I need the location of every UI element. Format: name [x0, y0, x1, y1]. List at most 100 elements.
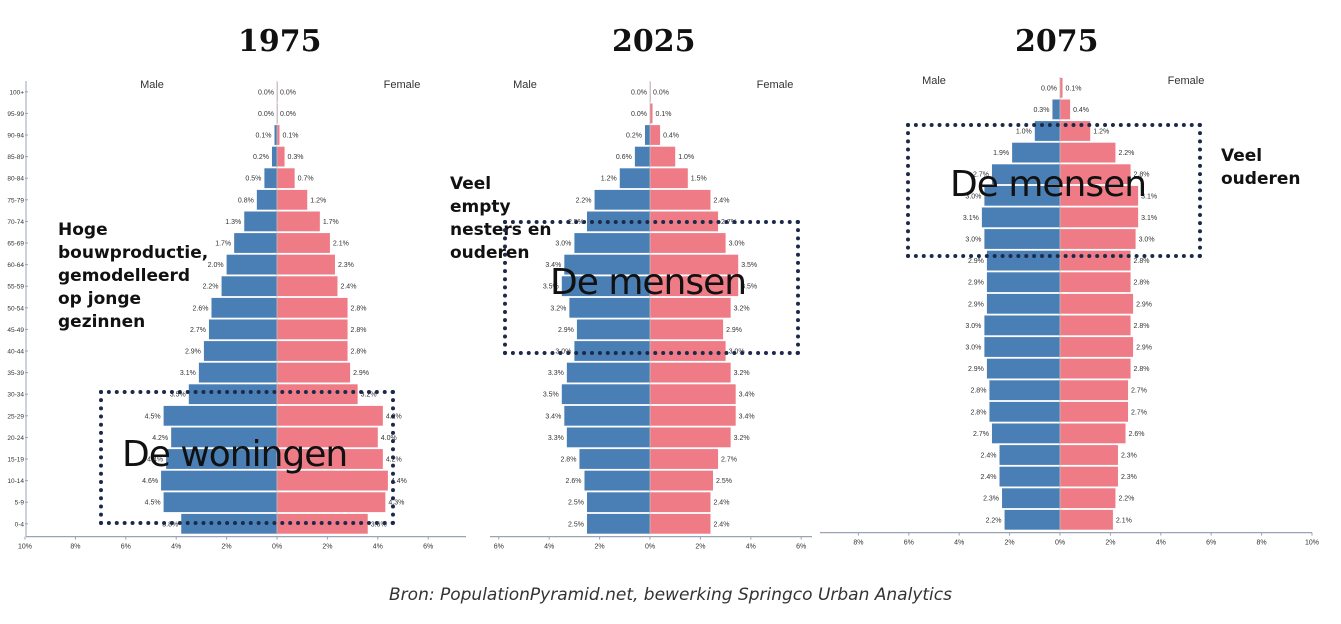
female-value-label: 3.0% [729, 241, 745, 248]
male-value-label: 2.5% [568, 521, 584, 528]
female-value-label: 2.4% [340, 284, 356, 291]
female-value-label: 2.2% [1118, 496, 1134, 503]
male-value-label: 0.0% [258, 89, 274, 96]
female-bar [277, 146, 285, 167]
male-value-label: 0.3% [1033, 107, 1049, 114]
male-value-label: 2.0% [208, 262, 224, 269]
male-label: Male [140, 79, 164, 91]
male-value-label: 3.0% [555, 241, 571, 248]
female-value-label: 2.8% [351, 349, 367, 356]
male-value-label: 2.6% [193, 305, 209, 312]
female-value-label: 2.2% [1118, 150, 1134, 157]
female-bar [650, 362, 731, 383]
annotation-line: Veel [450, 174, 492, 194]
female-bar [277, 492, 386, 513]
box-label-de-mensen-2075: De mensen [950, 164, 1147, 205]
male-value-label: 3.5% [543, 392, 559, 399]
x-tick-label: 2% [595, 544, 605, 551]
female-value-label: 2.1% [1116, 517, 1132, 524]
female-value-label: 3.0% [1139, 237, 1155, 244]
female-value-label: 2.3% [1121, 474, 1137, 481]
female-bar [650, 125, 661, 145]
female-value-label: 1.0% [678, 154, 694, 161]
female-value-label: 3.2% [734, 435, 750, 442]
female-value-label: 2.8% [351, 305, 367, 312]
female-value-label: 1.5% [691, 176, 707, 183]
female-value-label: 0.0% [280, 89, 296, 96]
male-bar [256, 189, 277, 210]
x-tick-label: 2% [322, 544, 332, 551]
female-bar [1060, 509, 1113, 530]
female-value-label: 2.4% [713, 521, 729, 528]
male-value-label: 2.4% [981, 474, 997, 481]
male-bar [211, 297, 277, 318]
female-bar [277, 297, 348, 318]
female-label: Female [384, 79, 421, 91]
male-value-label: 2.3% [983, 496, 999, 503]
x-tick-label: 6% [904, 540, 914, 547]
male-value-label: 3.3% [548, 370, 564, 377]
male-value-label: 3.1% [180, 370, 196, 377]
source-caption: Bron: PopulationPyramid.net, bewerking S… [389, 585, 952, 605]
male-value-label: 3.5% [543, 284, 559, 291]
female-value-label: 1.2% [1093, 129, 1109, 136]
female-bar [1060, 488, 1116, 509]
female-value-label: 0.1% [283, 133, 299, 140]
age-group-label: 65-69 [7, 241, 24, 248]
female-value-label: 3.2% [734, 305, 750, 312]
x-tick-label: 6% [494, 544, 504, 551]
male-value-label: 2.2% [986, 517, 1002, 524]
female-value-label: 2.4% [713, 500, 729, 507]
male-value-label: 3.1% [963, 215, 979, 222]
age-group-label: 100+ [9, 89, 24, 96]
male-bar [221, 276, 277, 297]
male-bar [566, 427, 650, 448]
male-value-label: 0.5% [245, 176, 261, 183]
male-value-label: 0.0% [258, 111, 274, 118]
female-value-label: 0.1% [656, 111, 672, 118]
female-value-label: 2.8% [351, 327, 367, 334]
male-bar [274, 125, 277, 145]
male-bar [198, 362, 277, 383]
annotation-line: gemodelleerd [58, 266, 191, 286]
female-bar [1060, 445, 1118, 465]
male-bar [574, 233, 650, 253]
female-value-label: 0.0% [280, 111, 296, 118]
female-bar [1060, 142, 1116, 163]
highlight-box-2075 [906, 123, 1202, 258]
annotation-veel-ouderen: Veel ouderen [1221, 145, 1301, 191]
female-bar [650, 427, 731, 448]
female-value-label: 1.7% [323, 219, 339, 226]
male-bar [561, 384, 650, 405]
male-value-label: 2.8% [970, 388, 986, 395]
male-value-label: 2.9% [968, 366, 984, 373]
x-tick-label: 6% [1206, 540, 1216, 547]
female-bar [650, 189, 711, 210]
female-bar [650, 405, 736, 426]
female-bar [277, 125, 280, 145]
female-bar [1060, 164, 1131, 185]
female-bar [1060, 272, 1131, 293]
female-bar [650, 513, 711, 534]
female-label: Female [1168, 75, 1205, 87]
male-bar [226, 254, 277, 275]
male-bar [163, 405, 277, 426]
female-value-label: 4.4% [391, 478, 407, 485]
male-bar [561, 276, 650, 297]
female-bar [650, 103, 653, 124]
highlight-box-1975 [99, 390, 395, 525]
male-value-label: 3.4% [545, 413, 561, 420]
male-value-label: 2.9% [968, 301, 984, 308]
x-tick-label: 6% [121, 544, 131, 551]
female-bar [277, 470, 388, 491]
female-bar [1060, 358, 1131, 379]
male-bar [584, 470, 650, 491]
x-tick-label: 4% [746, 544, 756, 551]
female-value-label: 3.1% [1141, 193, 1157, 200]
title-2025: 2025 [612, 24, 696, 59]
female-value-label: 2.8% [1134, 280, 1150, 287]
male-value-label: 3.0% [965, 237, 981, 244]
female-bar [1060, 229, 1136, 249]
male-value-label: 3.3% [548, 435, 564, 442]
age-group-label: 30-34 [7, 392, 24, 399]
